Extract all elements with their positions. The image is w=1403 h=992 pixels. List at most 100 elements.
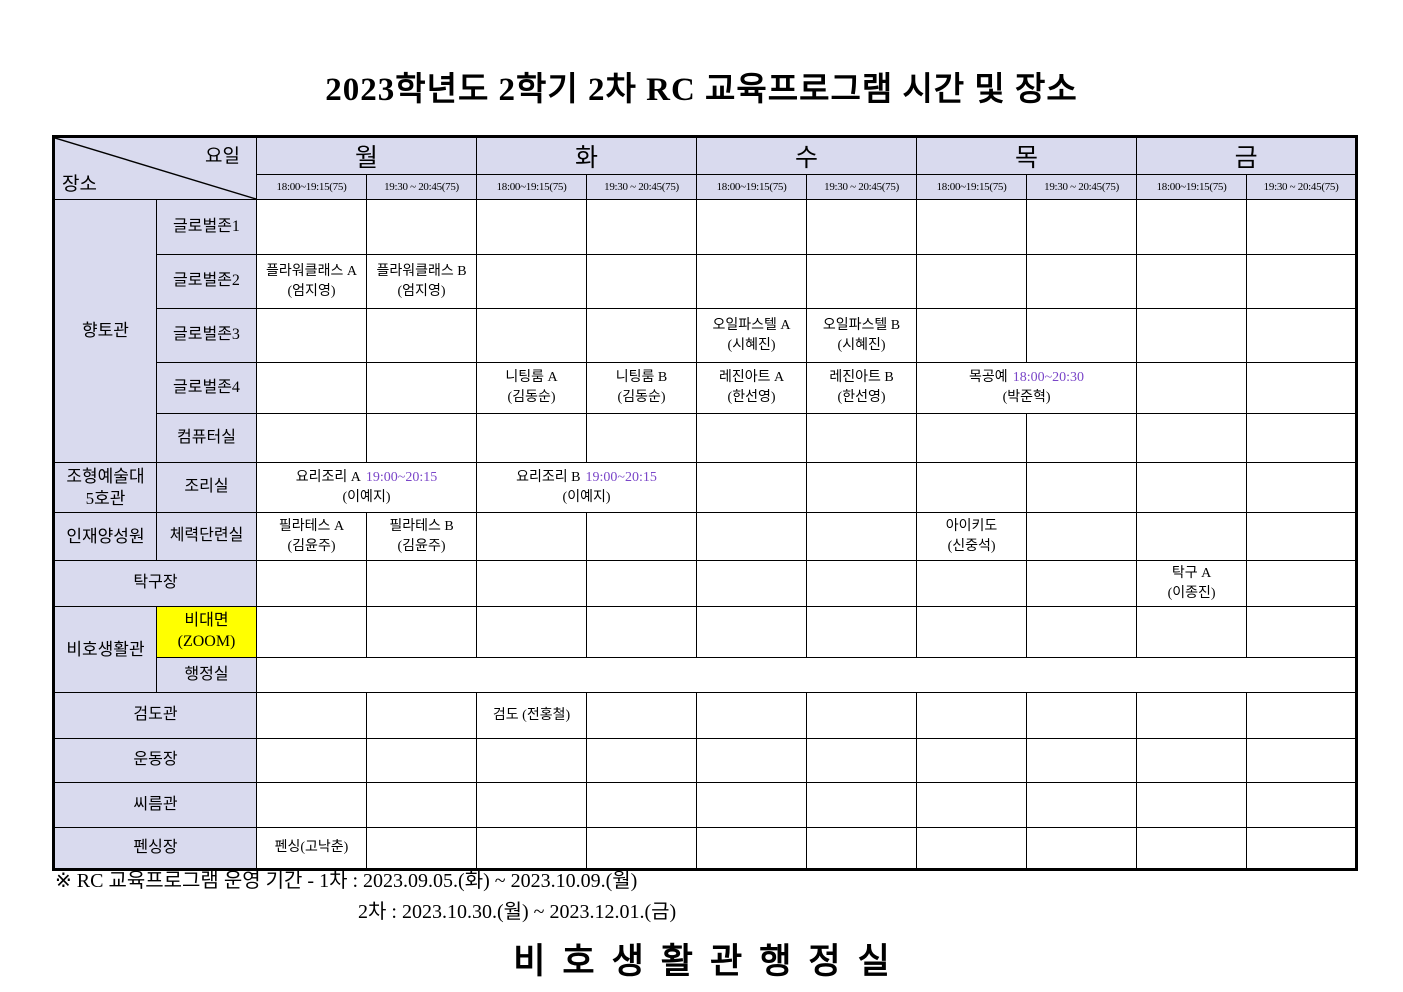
corner-day-label: 요일: [205, 146, 240, 167]
schedule-cell: [256, 308, 367, 363]
schedule-cell: [586, 692, 698, 739]
schedule-cell: [1136, 606, 1248, 658]
schedule-cell: [1026, 692, 1138, 739]
schedule-table: 요일 장소 월 화 수 목 금 18:00~19:15(75) 19:30 ~ …: [52, 135, 1359, 871]
schedule-cell: [1026, 738, 1138, 783]
place-cell: 펜싱장: [53, 827, 257, 870]
schedule-cell: 플라워클래스 B (엄지영): [365, 254, 478, 309]
schedule-cell: [1246, 606, 1358, 658]
schedule-cell: [696, 462, 808, 513]
building-cell: 비호생활관: [53, 606, 157, 693]
schedule-cell: 아이키도 (신중석): [916, 512, 1028, 561]
day-header-fri: 금: [1136, 136, 1358, 175]
schedule-cell: [1026, 560, 1138, 607]
schedule-cell: [256, 199, 367, 255]
header-row-days: 요일 장소 월 화 수 목 금: [53, 136, 1358, 200]
schedule-cell: [365, 199, 478, 255]
room-cell: 글로벌존2: [156, 254, 257, 309]
schedule-cell: 탁구 A (이종진): [1136, 560, 1248, 607]
schedule-cell: 필라테스 B (김윤주): [365, 512, 478, 561]
schedule-cell: [1136, 413, 1248, 463]
schedule-cell: [916, 692, 1028, 739]
place-cell: 검도관: [53, 692, 257, 739]
schedule-cell: [365, 413, 478, 463]
schedule-cell: [255, 657, 1358, 693]
schedule-cell: 오일파스텔 A (시혜진): [696, 308, 808, 363]
building-cell: 인재양성원: [53, 512, 157, 561]
schedule-cell: [916, 308, 1028, 363]
schedule-cell: [1026, 254, 1138, 309]
schedule-cell: [256, 413, 367, 463]
schedule-cell: [916, 738, 1028, 783]
place-cell: 운동장: [53, 738, 257, 783]
schedule-cell: [696, 560, 808, 607]
room-cell: 컴퓨터실: [156, 413, 257, 463]
schedule-cell: 요리조리 B 19:00~20:15 (이예지): [476, 462, 698, 513]
footer-office-name: 비호생활관행정실: [513, 942, 907, 981]
schedule-cell: 필라테스 A (김윤주): [256, 512, 367, 561]
schedule-cell: [806, 782, 918, 828]
schedule-cell: [586, 560, 698, 607]
building-cell: 향토관: [53, 199, 157, 463]
row-globalzone4: 글로벌존4 니팅룸 A (김동순) 니팅룸 B (김동순) 레진아트 A (한선영) …: [54, 362, 1358, 414]
schedule-cell: [916, 462, 1028, 513]
day-header-tue: 화: [476, 136, 698, 175]
schedule-cell: [365, 738, 478, 783]
time-slot-header: 18:00~19:15(75): [256, 174, 367, 200]
schedule-cell: [806, 512, 918, 561]
schedule-cell: [256, 362, 367, 414]
schedule-cell: [696, 692, 808, 739]
schedule-cell: [1136, 512, 1248, 561]
schedule-cell: [586, 512, 698, 561]
schedule-cell: [1246, 199, 1358, 255]
schedule-cell: [1026, 827, 1138, 870]
schedule-cell: [916, 199, 1028, 255]
schedule-cell: [696, 254, 808, 309]
schedule-cell: [1246, 782, 1358, 828]
room-cell: 행정실: [156, 657, 257, 693]
schedule-cell: [476, 606, 588, 658]
schedule-cell: [806, 462, 918, 513]
time-slot-header: 19:30 ~ 20:45(75): [1246, 174, 1358, 200]
row-computer-room: 컴퓨터실: [54, 413, 1358, 463]
schedule-cell: [1246, 738, 1358, 783]
schedule-cell: [916, 560, 1028, 607]
schedule-cell: [696, 606, 808, 658]
schedule-cell: [586, 738, 698, 783]
schedule-cell: [696, 827, 808, 870]
corner-place-label: 장소: [62, 174, 97, 195]
schedule-cell: [256, 560, 367, 607]
schedule-cell: [916, 413, 1028, 463]
schedule-cell: [1136, 692, 1248, 739]
time-slot-header: 19:30 ~ 20:45(75): [806, 174, 918, 200]
schedule-cell: [916, 827, 1028, 870]
schedule-cell: [1136, 782, 1248, 828]
time-slot-header: 18:00~19:15(75): [696, 174, 808, 200]
note-line-1: ※ RC 교육프로그램 운영 기간 - 1차 : 2023.09.05.(화) …: [55, 870, 638, 892]
room-cell: 글로벌존4: [156, 362, 257, 414]
schedule-cell: [1026, 308, 1138, 363]
schedule-cell: [1246, 692, 1358, 739]
schedule-cell: 펜싱(고낙춘): [256, 827, 367, 870]
schedule-cell: [696, 782, 808, 828]
day-header-mon: 월: [255, 136, 478, 175]
schedule-cell: [365, 362, 478, 414]
time-slot-header: 18:00~19:15(75): [916, 174, 1028, 200]
schedule-cell: [1026, 462, 1138, 513]
schedule-cell: 니팅룸 B (김동순): [586, 362, 698, 414]
schedule-cell: [365, 782, 478, 828]
row-kendo: 검도관 검도 (전홍철): [53, 692, 1358, 739]
schedule-cell: [476, 308, 588, 363]
schedule-cell: [365, 692, 478, 739]
schedule-cell: [586, 199, 698, 255]
schedule-cell: [1246, 560, 1358, 607]
schedule-cell: [806, 692, 918, 739]
schedule-cell: [365, 827, 478, 870]
schedule-cell: [476, 560, 588, 607]
schedule-cell: [1246, 362, 1358, 414]
row-ssireum: 씨름관: [53, 782, 1358, 828]
schedule-cell: [1136, 308, 1248, 363]
schedule-cell: [806, 254, 918, 309]
schedule-cell: [586, 254, 698, 309]
